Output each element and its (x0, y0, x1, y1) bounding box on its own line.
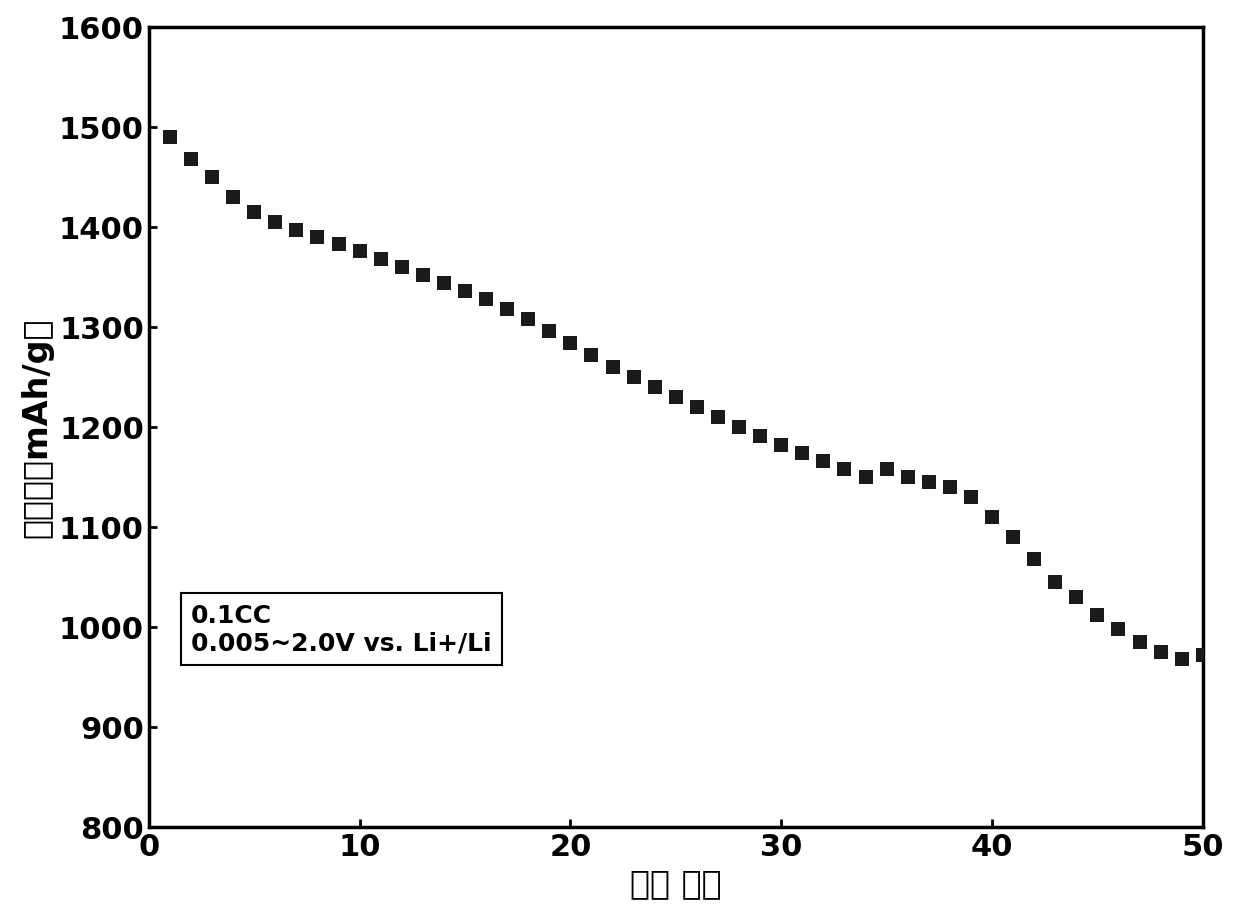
Point (1087, 607, 1107, 622)
Point (940, 480, 960, 494)
Point (1193, 648, 1213, 663)
Point (539, 324, 559, 339)
Point (792, 446, 812, 460)
Point (708, 410, 728, 425)
Point (1151, 645, 1171, 660)
Point (434, 276, 454, 290)
Point (877, 462, 897, 477)
Point (919, 475, 939, 490)
Point (1045, 575, 1065, 590)
Point (560, 336, 580, 351)
Point (265, 215, 285, 230)
Point (771, 438, 791, 453)
Point (750, 429, 770, 444)
Point (392, 260, 412, 275)
Point (223, 190, 243, 205)
Point (371, 252, 391, 267)
Point (961, 490, 981, 505)
Point (982, 510, 1002, 525)
Point (350, 244, 370, 259)
Point (244, 205, 264, 220)
Point (1003, 530, 1023, 545)
Point (160, 130, 180, 145)
Point (286, 223, 306, 238)
Point (202, 170, 222, 185)
X-axis label: 循环 次数: 循环 次数 (630, 867, 722, 900)
Point (729, 420, 749, 435)
Point (455, 284, 475, 299)
Point (856, 470, 875, 484)
Point (518, 312, 538, 327)
Point (835, 462, 854, 477)
Point (497, 302, 517, 317)
Point (308, 230, 327, 244)
Point (666, 390, 686, 404)
Y-axis label: 比容量（mAh/g）: 比容量（mAh/g） (20, 317, 53, 538)
Point (645, 380, 665, 394)
Point (687, 400, 707, 414)
Point (181, 153, 201, 167)
Point (1066, 590, 1086, 605)
Point (413, 268, 433, 283)
Point (582, 348, 601, 363)
Point (603, 360, 622, 375)
Point (476, 292, 496, 307)
Point (1130, 635, 1149, 650)
Point (1109, 622, 1128, 637)
Point (898, 470, 918, 484)
Point (1024, 552, 1044, 567)
Point (624, 370, 644, 385)
Point (1172, 652, 1192, 666)
Point (329, 237, 348, 252)
Text: 0.1CC
0.005~2.0V vs. Li+/Li: 0.1CC 0.005~2.0V vs. Li+/Li (191, 603, 491, 655)
Point (813, 454, 833, 469)
